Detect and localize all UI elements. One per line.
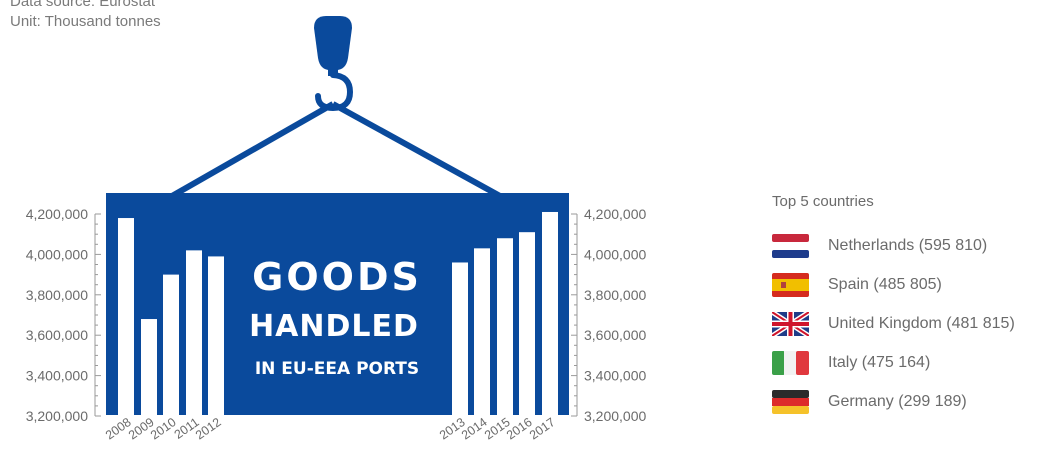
bar-2017 [542,211,558,416]
legend-label: Spain (485 805) [828,276,942,293]
uk-flag-icon [772,312,809,336]
spain-flag-icon [772,273,809,297]
legend-item-uk: United Kingdom (481 815) [772,312,1046,336]
bar-2012 [208,256,224,416]
source-note: Data source: Eurostat Unit: Thousand ton… [10,0,161,32]
right-y-tick-label: 3,200,000 [584,408,646,424]
year-label-2012: 2012 [193,415,224,442]
netherlands-flag-icon [772,234,809,258]
italy-flag-icon [772,351,809,375]
bar-2013 [452,262,468,416]
bars-group [118,211,558,416]
legend-item-italy: Italy (475 164) [772,351,1046,375]
legend-title: Top 5 countries [772,193,874,210]
legend-label: Netherlands (595 810) [828,237,988,254]
data-source-text: Data source: Eurostat [10,0,156,10]
legend-item-germany: Germany (299 189) [772,390,1046,414]
right-y-tick-label: 3,400,000 [584,368,646,384]
bar-2008 [118,218,134,416]
bar-2016 [519,232,535,416]
right-y-axis: 3,200,000 3,400,000 3,600,000 3,800,000 4,00… [571,206,646,424]
bar-2009 [141,319,157,416]
right-y-tick-label: 4,200,000 [584,206,646,222]
bar-2011 [186,250,202,416]
title-line-goods: GOODS [252,255,422,299]
container-cables [170,101,502,199]
legend-item-netherlands: Netherlands (595 810) [772,234,1046,258]
legend-item-spain: Spain (485 805) [772,273,1046,297]
left-y-tick-label: 3,600,000 [26,327,88,343]
container-box [106,193,569,415]
bar-2015 [497,238,513,416]
unit-text: Unit: Thousand tonnes [10,13,161,30]
germany-flag-icon [772,390,809,414]
title-line-ports: IN EU-EEA PORTS [255,359,419,379]
title-line-handled: HANDLED [249,309,419,344]
right-y-tick-label: 4,000,000 [584,246,646,262]
legend-label: United Kingdom (481 815) [828,315,1015,332]
left-y-tick-label: 4,000,000 [26,246,88,262]
left-y-tick-label: 3,400,000 [26,368,88,384]
bar-2010 [163,274,179,416]
year-label-2017: 2017 [527,415,558,442]
right-y-tick-label: 3,800,000 [584,287,646,303]
legend-label: Germany (299 189) [828,393,967,410]
left-y-axis: 3,200,000 3,400,000 3,600,000 3,800,000 4,00… [26,206,101,424]
legend: Top 5 countries Netherlands (595 810) Sp… [772,193,1046,431]
left-y-tick-label: 3,200,000 [26,408,88,424]
crane-hook-icon [314,16,354,112]
left-y-tick-label: 3,800,000 [26,287,88,303]
legend-label: Italy (475 164) [828,354,931,371]
bar-2014 [474,248,490,416]
right-y-tick-label: 3,600,000 [584,327,646,343]
left-y-tick-label: 4,200,000 [26,206,88,222]
